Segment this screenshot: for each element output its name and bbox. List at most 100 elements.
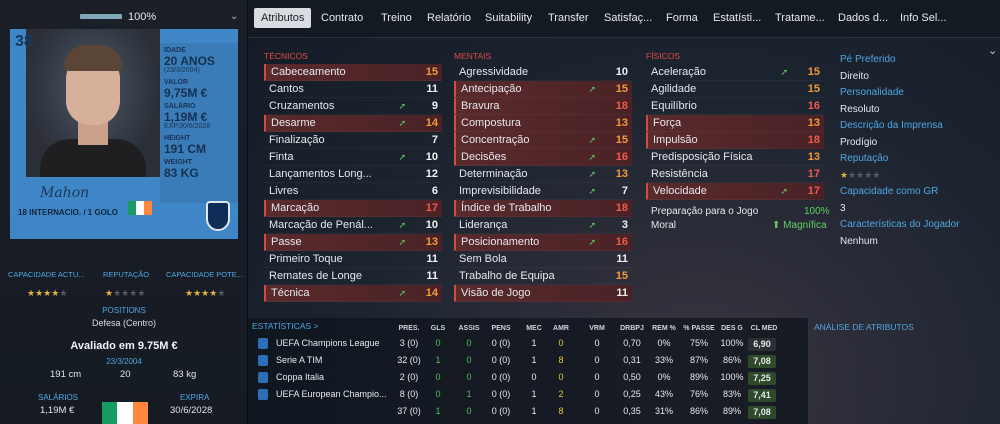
attribute-row[interactable]: Trabalho de Equipa 15 — [454, 268, 632, 285]
attribute-row[interactable]: Determinação ➚ 13 — [454, 166, 632, 183]
stats-column-header[interactable]: ASSIS — [458, 325, 480, 332]
attribute-row[interactable]: Predisposição Física 13 — [646, 149, 824, 166]
date-of-birth: 23/3/2004 — [106, 357, 142, 366]
attribute-row[interactable]: Agilidade 15 — [646, 81, 824, 98]
stats-row[interactable]: Coppa Italia 2 (0) 0 0 0 (0) 0 0 0 0,50 0% 89% 100%… — [248, 371, 808, 385]
attribute-row[interactable]: Agressividade 10 — [454, 64, 632, 81]
stats-cell: 0,35 — [623, 406, 641, 416]
attribute-row[interactable]: Aceleração ➚ 15 — [646, 64, 824, 81]
current-ability-label: CAPACIDADE ACTU... — [8, 270, 85, 279]
attribute-row[interactable]: Bravura 18 — [454, 98, 632, 115]
attribute-name: Técnica — [271, 287, 310, 299]
attribute-row[interactable]: Índice de Trabalho 18 — [454, 200, 632, 217]
stats-column-header[interactable]: MEC — [526, 325, 542, 332]
expiry-summary: 30/6/2028 — [170, 405, 213, 416]
tab-suitability[interactable]: Suitability — [485, 12, 533, 24]
attribute-analysis-title[interactable]: ANÁLISE DE ATRIBUTOS — [814, 322, 914, 332]
attribute-value: 13 — [807, 151, 820, 163]
stats-cell: 87% — [689, 355, 708, 365]
chevron-down-icon[interactable]: ⌄ — [988, 45, 998, 57]
attribute-row[interactable]: Livres 6 — [264, 183, 442, 200]
fisicos-attributes: Aceleração ➚ 15 Agilidade 15 Equilíbrio 16 Forç… — [646, 64, 824, 200]
attribute-row[interactable]: Marcação de Penál... ➚ 10 — [264, 217, 442, 234]
stats-cell: 0 (0) — [491, 338, 511, 348]
attribute-row[interactable]: Cantos 11 — [264, 81, 442, 98]
stats-column-header[interactable]: REM % — [652, 325, 676, 332]
attribute-value: 13 — [807, 117, 820, 129]
attribute-row[interactable]: Finalização 7 — [264, 132, 442, 149]
attribute-row[interactable]: Passe ➚ 13 — [264, 234, 442, 251]
reputation-label: REPUTAÇÃO — [103, 270, 150, 279]
tab-info-selecao[interactable]: Info Sel... — [900, 12, 947, 24]
stats-column-header[interactable]: AMR — [553, 325, 569, 332]
stats-column-header[interactable]: DES G — [721, 325, 743, 332]
match-preparation-value: 100% — [804, 206, 830, 217]
stats-row[interactable]: 37 (0) 1 0 0 (0) 1 8 0 0,35 31% 86% 89% 7,08 — [248, 405, 808, 419]
valuation: Avaliado em 9.75M € — [70, 340, 178, 352]
stats-cell: 7,08 — [748, 355, 776, 368]
flag-stripe-green — [102, 402, 118, 424]
attribute-row[interactable]: Cruzamentos ➚ 9 — [264, 98, 442, 115]
attribute-row[interactable]: Decisões ➚ 16 — [454, 149, 632, 166]
star-icon: ★ — [209, 288, 218, 298]
info-value: Resoluto — [840, 104, 880, 115]
attribute-row[interactable]: Lançamentos Long... 12 — [264, 166, 442, 183]
stats-column-header[interactable]: % PASSE — [683, 325, 715, 332]
attribute-row[interactable]: Velocidade ➚ 17 — [646, 183, 824, 200]
height-value: 191 CM — [164, 142, 207, 156]
attribute-value: 14 — [425, 117, 438, 129]
attribute-row[interactable]: Marcação 17 — [264, 200, 442, 217]
stats-cell: 0 — [594, 372, 600, 382]
attribute-row[interactable]: Compostura 13 — [454, 115, 632, 132]
stats-column-header[interactable]: DRBPJ — [620, 325, 644, 332]
stats-cell: 2 (0) — [399, 372, 419, 382]
attribute-value: 10 — [425, 219, 438, 231]
tab-relatorio[interactable]: Relatório — [427, 12, 472, 24]
attribute-row[interactable]: Equilíbrio 16 — [646, 98, 824, 115]
attribute-row[interactable]: Resistência 17 — [646, 166, 824, 183]
height-label: HEIGHT — [164, 135, 191, 142]
tab-satisfacao[interactable]: Satisfaç... — [604, 12, 653, 24]
tab-dados[interactable]: Dados d... — [838, 12, 889, 24]
progress-arrow-icon: ➚ — [588, 84, 596, 94]
stats-column-header[interactable]: CL MED — [750, 325, 778, 332]
attribute-row[interactable]: Liderança ➚ 3 — [454, 217, 632, 234]
stats-cell: 0 — [594, 338, 600, 348]
club-badge-icon[interactable] — [206, 201, 230, 231]
attribute-row[interactable]: Remates de Longe 11 — [264, 268, 442, 285]
stats-row[interactable]: Serie A TIM 32 (0) 1 0 0 (0) 1 8 0 0,31 33% 87% 86%… — [248, 354, 808, 368]
tab-treino[interactable]: Treino — [381, 12, 412, 24]
stats-cell: 1 — [531, 389, 537, 399]
attribute-row[interactable]: Concentração ➚ 15 — [454, 132, 632, 149]
current-ability-stars: ★★★★★ — [27, 288, 67, 299]
stats-column-header[interactable]: GLS — [430, 325, 446, 332]
attribute-row[interactable]: Posicionamento ➚ 16 — [454, 234, 632, 251]
attribute-row[interactable]: Desarme ➚ 14 — [264, 115, 442, 132]
stats-column-header[interactable]: PRES. — [398, 325, 420, 332]
attribute-row[interactable]: Imprevisibilidade ➚ 7 — [454, 183, 632, 200]
stats-column-header[interactable]: VRM — [589, 325, 605, 332]
tab-atributos[interactable]: Atributos — [254, 8, 312, 28]
stats-row[interactable]: UEFA European Champio... 8 (0) 0 1 0 (0) 1 2 0 0… — [248, 388, 808, 402]
attribute-row[interactable]: Finta ➚ 10 — [264, 149, 442, 166]
attribute-row[interactable]: Antecipação ➚ 15 — [454, 81, 632, 98]
attribute-row[interactable]: Cabeceamento 15 — [264, 64, 442, 81]
attribute-row[interactable]: Primeiro Toque 11 — [264, 251, 442, 268]
attribute-row[interactable]: Técnica ➚ 14 — [264, 285, 442, 302]
attribute-row[interactable]: Sem Bola 11 — [454, 251, 632, 268]
stats-column-header[interactable]: PENS — [491, 325, 511, 332]
tab-forma[interactable]: Forma — [666, 12, 698, 24]
attribute-row[interactable]: Impulsão 18 — [646, 132, 824, 149]
chevron-down-icon[interactable]: ⌄ — [230, 11, 239, 22]
stats-row[interactable]: UEFA Champions League 3 (0) 0 0 0 (0) 1 0 0 0,70… — [248, 337, 808, 351]
tab-tratamento[interactable]: Tratame... — [775, 12, 825, 24]
attribute-row[interactable]: Visão de Jogo 11 — [454, 285, 632, 302]
tab-contrato[interactable]: Contrato — [321, 12, 364, 24]
value-value: 9,75M € — [164, 86, 208, 100]
statistics-link[interactable]: ESTATÍSTICAS > — [252, 321, 319, 331]
potential-ability-label: CAPACIDADE POTE... — [166, 270, 243, 279]
attribute-row[interactable]: Força 13 — [646, 115, 824, 132]
flag-stripe-orange — [144, 201, 152, 215]
tab-transfer[interactable]: Transfer — [548, 12, 589, 24]
tab-estatisticas[interactable]: Estatísti... — [713, 12, 762, 24]
